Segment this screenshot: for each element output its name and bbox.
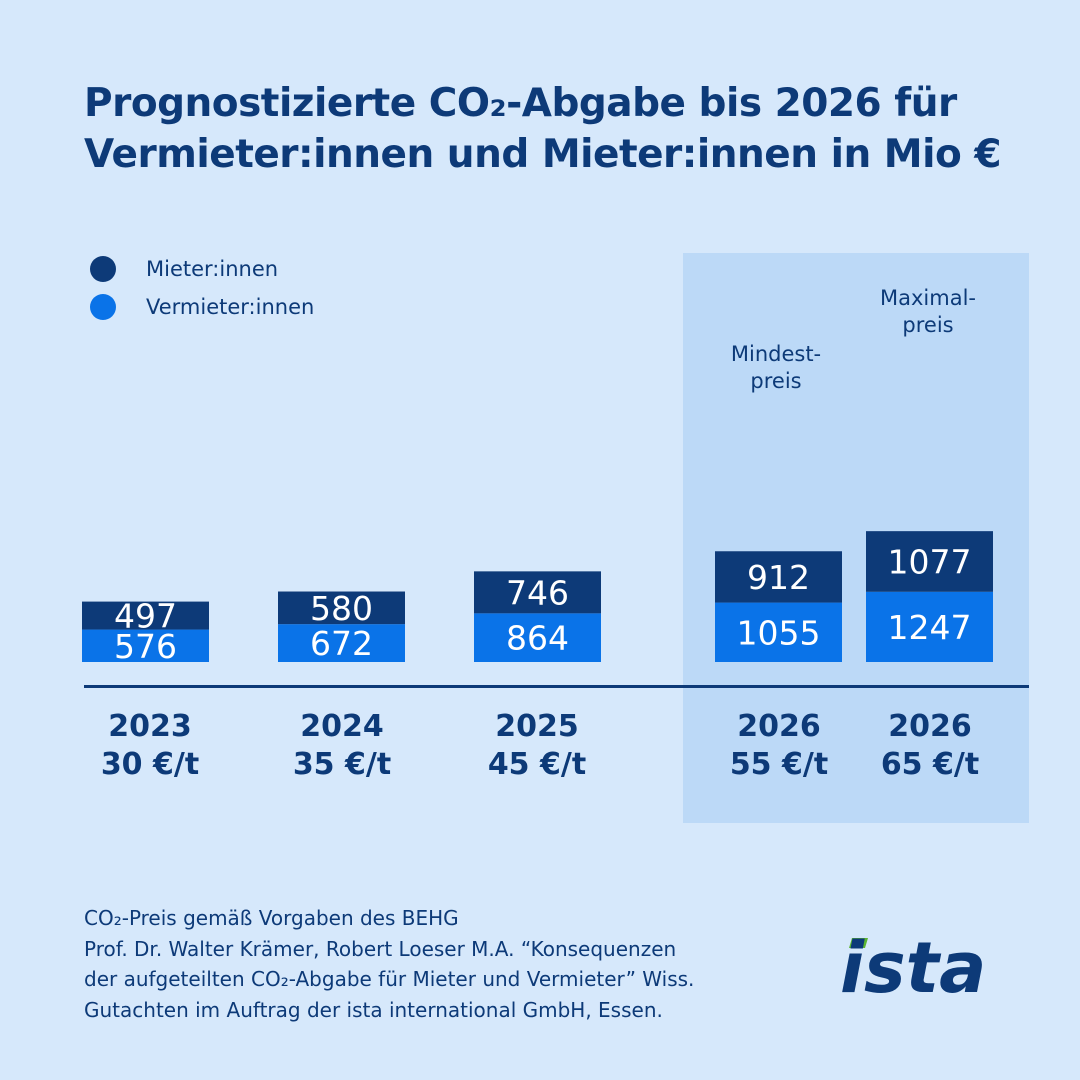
bar-vermieter-1 [82, 629, 209, 662]
bar-mieter-5 [866, 531, 993, 592]
x-tick-price-5: 65 €/t [880, 747, 980, 782]
maximalpreis-line-1: Maximal- [880, 286, 976, 310]
legend-item-mieter: Mieter:innen [90, 250, 314, 288]
x-tick-year-5: 2026 [888, 709, 972, 744]
bar-mieter-3 [474, 571, 601, 614]
data-label-vermieter-1: 576 [114, 627, 177, 666]
bar-vermieter-2 [278, 624, 405, 662]
x-tick-label-1: 2023 30 €/t [70, 708, 230, 784]
maximalpreis-line-2: preis [902, 313, 954, 337]
bar-mieter-4 [715, 551, 842, 603]
chart-title: Prognostizierte CO₂-Abgabe bis 2026 für … [84, 78, 1044, 180]
source-line-1: CO₂-Preis gemäß Vorgaben des BEHG [84, 906, 459, 930]
ista-logo: ista [840, 930, 986, 1000]
source-line-2: Prof. Dr. Walter Krämer, Robert Loeser M… [84, 936, 677, 961]
data-label-mieter-3: 746 [506, 573, 569, 612]
title-line-1: Prognostizierte CO₂-Abgabe bis 2026 für [84, 81, 957, 126]
maximalpreis-label: Maximal- preis [863, 285, 993, 339]
x-tick-price-1: 30 €/t [100, 747, 200, 782]
bar-vermieter-4 [715, 602, 842, 662]
data-label-mieter-5: 1077 [888, 542, 972, 581]
legend-item-vermieter: Vermieter:innen [90, 288, 314, 326]
x-tick-label-2: 2024 35 €/t [262, 708, 422, 784]
data-label-vermieter-4: 1055 [737, 613, 821, 652]
bar-vermieter-5 [866, 591, 993, 662]
legend-swatch-vermieter [90, 294, 116, 320]
source-line-4: Gutachten im Auftrag der ista internatio… [84, 997, 663, 1022]
mindestpreis-label: Mindest- preis [711, 341, 841, 395]
title-line-2: Vermieter:innen und Mieter:innen in Mio … [84, 132, 1001, 177]
legend: Mieter:innen Vermieter:innen [90, 250, 314, 326]
bar-vermieter-3 [474, 613, 601, 662]
bar-mieter-2 [278, 591, 405, 625]
x-tick-label-4: 2026 55 €/t [699, 708, 859, 784]
bar-mieter-1 [82, 601, 209, 630]
x-tick-price-4: 55 €/t [729, 747, 829, 782]
legend-label-mieter: Mieter:innen [146, 257, 279, 281]
x-tick-year-3: 2025 [495, 709, 579, 744]
x-axis-line [84, 685, 1029, 688]
mindestpreis-line-1: Mindest- [730, 342, 822, 366]
x-tick-price-2: 35 €/t [292, 747, 392, 782]
data-label-mieter-1: 497 [114, 597, 177, 636]
legend-label-vermieter: Vermieter:innen [146, 295, 315, 319]
x-tick-label-3: 2025 45 €/t [457, 708, 617, 784]
source-line-3: der aufgeteilten CO₂-Abgabe für Mieter u… [84, 967, 695, 991]
data-label-vermieter-2: 672 [310, 624, 373, 663]
data-label-vermieter-5: 1247 [888, 608, 972, 647]
legend-swatch-mieter [90, 256, 116, 282]
x-tick-year-2: 2024 [300, 709, 384, 744]
x-tick-label-5: 2026 65 €/t [850, 708, 1010, 784]
x-tick-price-3: 45 €/t [487, 747, 587, 782]
data-label-mieter-2: 580 [310, 589, 373, 628]
x-tick-year-4: 2026 [737, 709, 821, 744]
ista-logo-dot-icon [849, 938, 868, 948]
data-label-vermieter-3: 864 [506, 619, 569, 658]
mindestpreis-line-2: preis [750, 369, 802, 393]
source-note: CO₂-Preis gemäß Vorgaben des BEHG Prof. … [84, 903, 824, 1025]
ista-logo-text: ista [840, 930, 986, 1000]
data-label-mieter-4: 912 [747, 558, 810, 597]
x-tick-year-1: 2023 [108, 709, 192, 744]
